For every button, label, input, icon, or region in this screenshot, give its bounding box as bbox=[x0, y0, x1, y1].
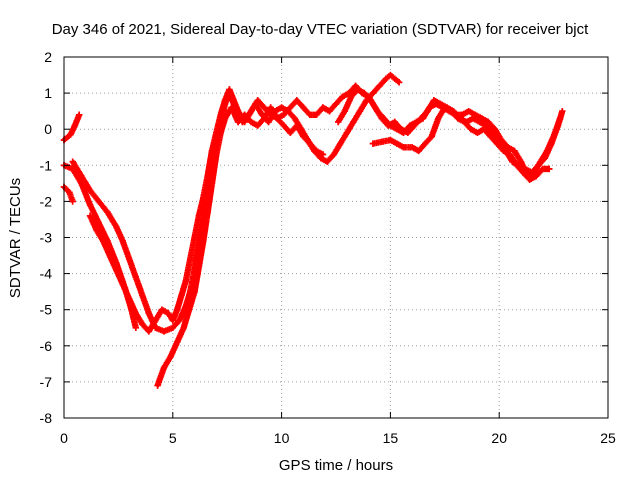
y-tick-label: 0 bbox=[44, 121, 52, 137]
series-track-6 bbox=[154, 104, 327, 389]
y-tick-label: -8 bbox=[40, 410, 53, 426]
y-tick-label: -6 bbox=[40, 338, 53, 354]
series-marker-trail bbox=[154, 104, 327, 389]
y-tick-label: -2 bbox=[40, 193, 53, 209]
series-track-8 bbox=[369, 104, 553, 183]
y-axis-label: SDTVAR / TECUs bbox=[7, 178, 24, 298]
x-tick-label: 0 bbox=[60, 430, 68, 446]
x-tick-label: 25 bbox=[600, 430, 616, 446]
y-tick-label: 2 bbox=[44, 49, 52, 65]
tick-labels: 0 5 10 15 20 25 -8 -7 -6 -5 -4 -3 -2 -1 0 1 2 bbox=[40, 49, 616, 446]
y-tick-label: -3 bbox=[40, 230, 53, 246]
grid bbox=[64, 57, 608, 418]
data-series bbox=[60, 71, 566, 389]
axes bbox=[63, 56, 609, 419]
y-tick-label: -1 bbox=[40, 157, 53, 173]
x-tick-label: 15 bbox=[383, 430, 399, 446]
y-tick-label: -4 bbox=[40, 266, 53, 282]
y-tick-label: -7 bbox=[40, 374, 53, 390]
chart-title: Day 346 of 2021, Sidereal Day-to-day VTE… bbox=[52, 21, 589, 38]
x-tick-label: 10 bbox=[274, 430, 290, 446]
x-tick-label: 5 bbox=[169, 430, 177, 446]
x-tick-label: 20 bbox=[491, 430, 507, 446]
y-tick-label: 1 bbox=[44, 85, 52, 101]
y-tick-label: -5 bbox=[40, 302, 53, 318]
x-axis-label: GPS time / hours bbox=[279, 457, 393, 474]
series-marker-trail bbox=[369, 104, 553, 183]
series-marker-trail bbox=[335, 86, 564, 180]
series-track-1 bbox=[60, 111, 83, 144]
